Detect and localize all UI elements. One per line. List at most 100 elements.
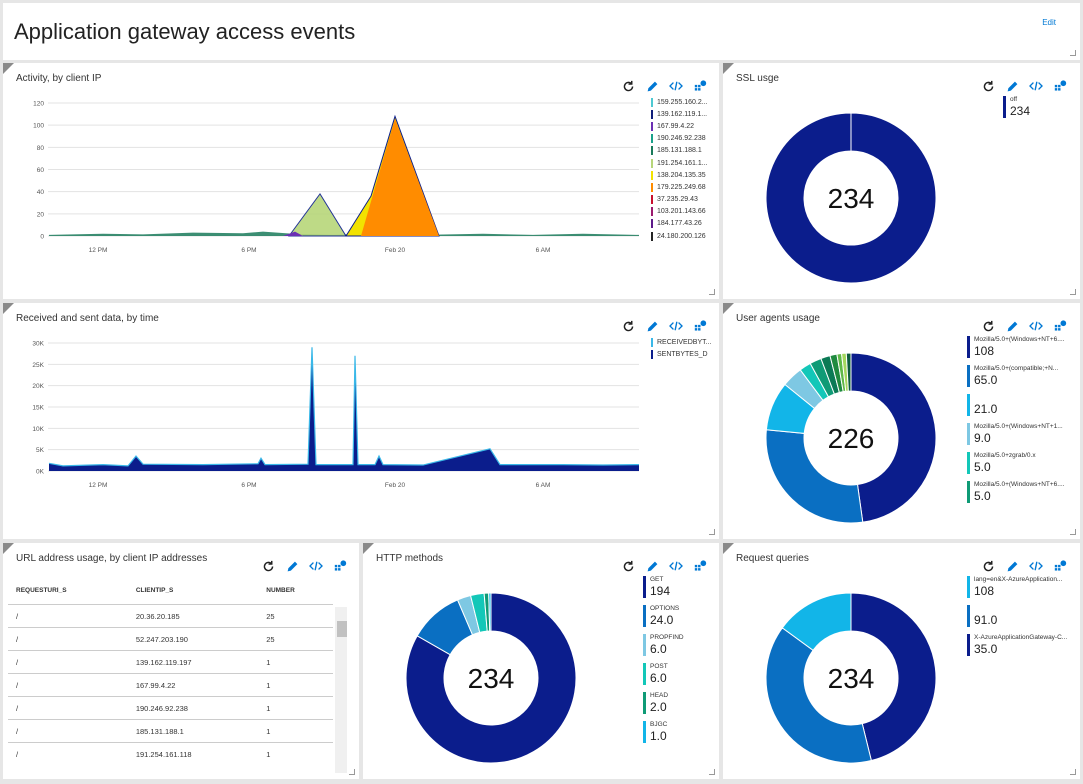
donut-slice[interactable] <box>845 352 852 392</box>
code-icon[interactable] <box>1028 558 1044 574</box>
edit-icon[interactable] <box>644 558 660 574</box>
code-icon[interactable] <box>1028 318 1044 334</box>
resize-handle[interactable] <box>1070 50 1076 56</box>
table-row[interactable]: /191.254.161.118 1 <box>8 742 333 766</box>
legend-item[interactable]: 167.99.4.22 <box>651 120 708 132</box>
refresh-icon[interactable] <box>620 318 636 334</box>
table-row[interactable]: /20.36.20.185 25 <box>8 604 333 628</box>
pin-grid-icon[interactable] <box>332 558 348 574</box>
table-row[interactable]: /139.162.119.197 1 <box>8 650 333 674</box>
edit-link[interactable]: Edit <box>1042 18 1056 27</box>
area-series-received[interactable] <box>48 347 640 467</box>
column-header[interactable]: REQUESTURI_S <box>16 587 67 594</box>
area-series-sent[interactable] <box>49 347 639 471</box>
donut-slice[interactable] <box>781 592 852 651</box>
refresh-icon[interactable] <box>980 318 996 334</box>
legend-item[interactable]: Mozilla/5.0+(compatible;+N... 65.0 <box>967 365 1065 387</box>
legend-item[interactable]: 138.204.135.35 <box>651 169 708 181</box>
refresh-icon[interactable] <box>980 78 996 94</box>
legend-item[interactable]: BJGC 1.0 <box>643 721 684 743</box>
legend-item[interactable]: 37.235.29.43 <box>651 194 708 206</box>
legend-item[interactable]: 91.0 <box>967 605 1067 627</box>
filter-icon[interactable] <box>723 63 734 74</box>
code-icon[interactable] <box>308 558 324 574</box>
filter-icon[interactable] <box>363 543 374 554</box>
legend-item[interactable]: 24.180.200.126 <box>651 230 708 242</box>
legend-item[interactable]: OPTIONS 24.0 <box>643 605 684 627</box>
filter-icon[interactable] <box>723 543 734 554</box>
legend-item[interactable]: 179.225.249.68 <box>651 181 708 193</box>
table-scrollbar[interactable] <box>335 607 347 773</box>
legend-item[interactable]: 159.255.160.2... <box>651 96 708 108</box>
column-header[interactable]: CLIENTIP_S <box>135 587 174 594</box>
column-header[interactable]: NUMBER <box>266 587 295 594</box>
legend-item[interactable]: 21.0 <box>967 394 1065 416</box>
donut-slice[interactable] <box>765 112 937 284</box>
filter-icon[interactable] <box>3 63 14 74</box>
filter-icon[interactable] <box>3 543 14 554</box>
legend-item[interactable]: HEAD 2.0 <box>643 692 684 714</box>
code-icon[interactable] <box>668 78 684 94</box>
legend-item[interactable]: POST 6.0 <box>643 663 684 685</box>
pin-grid-icon[interactable] <box>1052 318 1068 334</box>
legend-item[interactable]: lang=en&X-AzureApplication... 108 <box>967 576 1067 598</box>
edit-icon[interactable] <box>284 558 300 574</box>
resize-handle[interactable] <box>1070 529 1076 535</box>
table-row[interactable]: /190.246.92.238 1 <box>8 696 333 720</box>
edit-icon[interactable] <box>1004 318 1020 334</box>
edit-icon[interactable] <box>1004 558 1020 574</box>
area-series[interactable] <box>49 231 639 236</box>
legend-item[interactable]: Mozilla/5.0+(Windows+NT+6.... 5.0 <box>967 481 1065 503</box>
legend-item[interactable]: 184.177.43.26 <box>651 218 708 230</box>
table-row[interactable]: /167.99.4.22 1 <box>8 673 333 697</box>
pin-grid-icon[interactable] <box>692 78 708 94</box>
legend-item[interactable]: 185.131.188.1 <box>651 145 708 157</box>
edit-icon[interactable] <box>1004 78 1020 94</box>
resize-handle[interactable] <box>1070 769 1076 775</box>
filter-icon[interactable] <box>3 303 14 314</box>
pin-grid-icon[interactable] <box>1052 78 1068 94</box>
legend-item[interactable]: Mozilla/5.0+(Windows+NT+6.... 108 <box>967 336 1065 358</box>
legend-item[interactable]: SENTBYTES_D <box>651 348 711 360</box>
legend-item[interactable]: Mozilla/5.0+(Windows+NT+1... 9.0 <box>967 423 1065 445</box>
code-icon[interactable] <box>1028 78 1044 94</box>
code-icon[interactable] <box>668 558 684 574</box>
donut-slice[interactable] <box>765 627 872 764</box>
area-series[interactable] <box>288 192 347 237</box>
legend-item[interactable]: Mozilla/5.0+zgrab/0.x 5.0 <box>967 452 1065 474</box>
edit-icon[interactable] <box>644 318 660 334</box>
edit-icon[interactable] <box>644 78 660 94</box>
table-row[interactable]: /185.131.188.1 1 <box>8 719 333 743</box>
scrollbar-thumb[interactable] <box>337 621 347 637</box>
legend-item[interactable]: X-AzureApplicationGateway-C... 35.0 <box>967 634 1067 656</box>
area-series[interactable] <box>361 118 439 236</box>
resize-handle[interactable] <box>709 769 715 775</box>
legend-item[interactable]: PROPFIND 6.0 <box>643 634 684 656</box>
refresh-icon[interactable] <box>620 78 636 94</box>
donut-slice[interactable] <box>765 429 864 524</box>
resize-handle[interactable] <box>349 769 355 775</box>
resize-handle[interactable] <box>1070 289 1076 295</box>
donut-slice[interactable] <box>850 592 937 762</box>
pin-grid-icon[interactable] <box>692 318 708 334</box>
legend-item[interactable]: GET 194 <box>643 576 684 598</box>
resize-handle[interactable] <box>709 529 715 535</box>
resize-handle[interactable] <box>709 289 715 295</box>
table-row[interactable]: /52.247.203.190 25 <box>8 627 333 651</box>
code-icon[interactable] <box>668 318 684 334</box>
donut-slice[interactable] <box>850 352 937 523</box>
pin-grid-icon[interactable] <box>692 558 708 574</box>
refresh-icon[interactable] <box>260 558 276 574</box>
legend-item[interactable]: 190.246.92.238 <box>651 133 708 145</box>
filter-icon[interactable] <box>723 303 734 314</box>
refresh-icon[interactable] <box>620 558 636 574</box>
pin-grid-icon[interactable] <box>1052 558 1068 574</box>
refresh-icon[interactable] <box>980 558 996 574</box>
legend-item[interactable]: RECEIVEDBYT... <box>651 336 711 348</box>
legend-item[interactable]: 103.201.143.66 <box>651 206 708 218</box>
legend-item[interactable]: 191.254.161.1... <box>651 157 708 169</box>
legend-item[interactable]: 139.162.119.1... <box>651 108 708 120</box>
donut-slice[interactable] <box>488 592 492 632</box>
donut-slice[interactable] <box>405 592 577 764</box>
legend-item[interactable]: off 234 <box>1003 96 1030 118</box>
